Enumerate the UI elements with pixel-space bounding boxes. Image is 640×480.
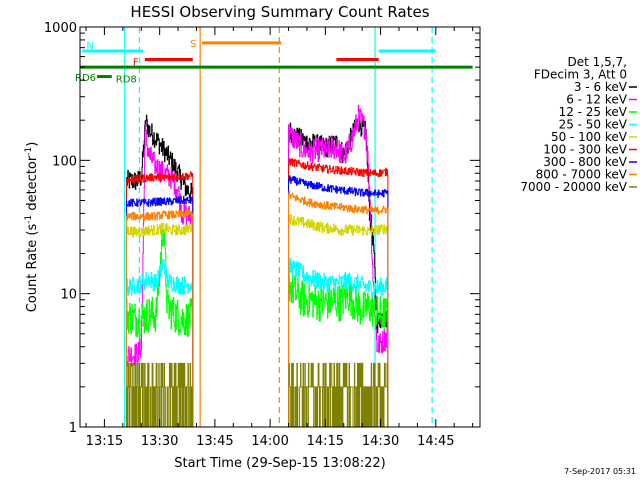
series-800-7000-kev [126, 190, 389, 427]
plot-frame [79, 26, 481, 428]
y-tick-label-1: 1 [69, 421, 77, 436]
series-50-100-kev-segment-2 [288, 214, 389, 427]
y-label-sup-2: -1 [24, 147, 34, 156]
x-tick-label-13-30: 13:30 [141, 434, 178, 449]
flag-f: F [133, 58, 379, 69]
flag-label-n: N [86, 41, 93, 52]
series-100-300-kev-segment-1 [126, 171, 194, 427]
series-300-800-kev-segment-2 [288, 175, 389, 427]
x-tick-label-14-00: 14:00 [251, 434, 288, 449]
x-tick-label-13-15: 13:15 [86, 434, 123, 449]
y-label-part-1: Count Rate (s [25, 224, 40, 313]
series-3-6-kev-segment-1 [126, 114, 194, 427]
flag-rd6: RD6 [75, 65, 473, 84]
legend-label-800-7000-kev: 800 - 7000 keV [536, 168, 628, 182]
flag-n: N [82, 41, 436, 53]
timestamp: 7-Sep-2017 05:31 [564, 467, 636, 476]
series-50-100-kev [126, 214, 389, 427]
series-800-7000-kev-segment-1 [126, 208, 194, 427]
series-50-100-kev-segment-1 [126, 221, 194, 427]
flag-label-s: S [190, 39, 196, 50]
legend-label-6-12-kev: 6 - 12 keV [566, 93, 628, 107]
series-100-300-kev [126, 158, 389, 427]
series-7000-20000-kev-segment-2 [288, 362, 389, 428]
y-tick-label-100: 100 [52, 154, 77, 169]
flag-label-rd8: RD8 [116, 75, 137, 86]
legend-label-100-300-kev: 100 - 300 keV [543, 143, 627, 157]
series-300-800-kev-segment-1 [126, 196, 194, 427]
flag-label-rd6: RD6 [75, 73, 96, 84]
flag-s: S [190, 39, 282, 50]
series-100-300-kev-segment-2 [288, 158, 389, 427]
series-25-50-kev-segment-2 [288, 257, 389, 427]
x-axis-label: Start Time (29-Sep-15 13:08:22) [174, 456, 385, 471]
x-tick-label-14-30: 14:30 [362, 434, 399, 449]
legend-header-2: FDecim 3, Att 0 [534, 68, 627, 82]
flag-rd8: RD8 [97, 75, 137, 86]
legend-label-12-25-kev: 12 - 25 keV [559, 105, 628, 119]
series-300-800-kev [126, 175, 389, 427]
chart-title: HESSI Observing Summary Count Rates [130, 3, 429, 21]
flag-label-f: F [133, 58, 139, 69]
series-12-25-kev-segment-2 [288, 271, 389, 427]
series-6-12-kev-segment-2 [288, 104, 389, 427]
orbit-flags: N F S RD6 RD8 [75, 39, 473, 86]
legend-label-3-6-kev: 3 - 6 keV [574, 80, 628, 94]
y-label-part-3: ) [25, 142, 40, 147]
x-tick-label-14-45: 14:45 [417, 434, 454, 449]
y-tick-label-10: 10 [60, 288, 77, 303]
series-25-50-kev-segment-1 [126, 259, 194, 427]
y-tick-label-1000: 1000 [44, 21, 77, 36]
vertical-markers [124, 27, 433, 427]
y-axis-label: Count Rate (s-1 detector-1) [24, 142, 40, 313]
legend-label-25-50-kev: 25 - 50 keV [559, 118, 628, 132]
axes: 13:15 13:30 13:45 14:00 14:15 14:30 14:45 1 10 10… [44, 21, 480, 449]
x-tick-label-13-45: 13:45 [196, 434, 233, 449]
legend-label-300-800-kev: 300 - 800 keV [543, 155, 627, 169]
legend-label-7000-20000-kev: 7000 - 20000 keV [520, 180, 627, 194]
series-800-7000-kev-segment-2 [288, 190, 389, 427]
y-label-part-2: detector [25, 155, 40, 215]
legend-label-50-100-kev: 50 - 100 keV [551, 130, 628, 144]
legend-header-1: Det 1,5,7, [568, 55, 628, 69]
series-25-50-kev [126, 257, 389, 427]
y-label-sup-1: -1 [24, 215, 34, 224]
x-tick-label-14-15: 14:15 [307, 434, 344, 449]
series-7000-20000-kev-segment-1 [126, 362, 194, 428]
